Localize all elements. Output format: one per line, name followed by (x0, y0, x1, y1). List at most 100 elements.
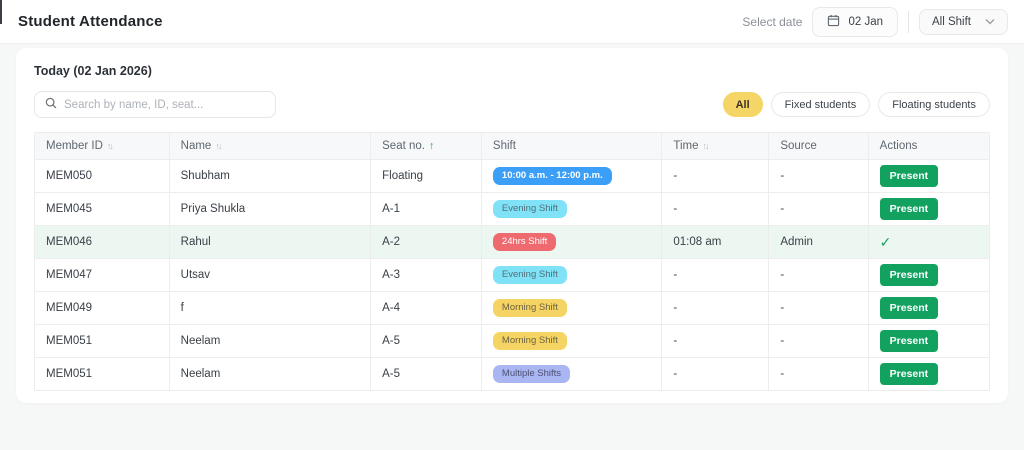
source-cell: - (768, 324, 869, 358)
actions-cell: ✓ (867, 225, 991, 259)
name-cell: Rahul (168, 225, 372, 259)
table-row: MEM050 Shubham Floating 10:00 a.m. - 12:… (34, 159, 991, 193)
shift-cell: Multiple Shifts (480, 357, 663, 391)
name-cell: f (168, 291, 372, 325)
column-label: Time (673, 140, 699, 152)
source-cell: - (768, 159, 869, 193)
sidebar-edge (0, 0, 2, 24)
time-cell: - (661, 324, 770, 358)
date-picker-button[interactable]: 02 Jan (812, 6, 898, 37)
time-cell: - (661, 192, 770, 226)
page-title: Student Attendance (18, 13, 163, 30)
table-row: MEM047 Utsav A-3 Evening Shift - - Prese… (34, 258, 991, 292)
shift-cell: Morning Shift (480, 324, 663, 358)
column-label: Source (780, 140, 817, 152)
table-header-row: Member ID ↑↓ Name ↑↓ Seat no. ↑ Shift Time ↑↓ Sou… (34, 132, 991, 160)
sort-both-icon: ↑↓ (215, 141, 222, 151)
shift-badge: 10:00 a.m. - 12:00 p.m. (492, 167, 612, 185)
shift-badge: Evening Shift (492, 200, 567, 218)
card-toolbar: All Fixed students Floating students (34, 91, 990, 118)
time-cell: - (661, 159, 770, 193)
actions-cell: Present (867, 192, 991, 226)
sort-both-icon: ↑↓ (106, 141, 114, 151)
member-id-cell: MEM050 (34, 159, 170, 193)
time-cell: - (661, 291, 770, 325)
search-input[interactable] (64, 98, 265, 111)
column-header-source: Source (768, 132, 869, 160)
filter-pill-floating-students[interactable]: Floating students (878, 92, 990, 117)
shift-filter-dropdown[interactable]: All Shift (919, 8, 1008, 35)
present-button[interactable]: Present (879, 264, 939, 286)
time-cell: - (661, 357, 770, 391)
member-id-cell: MEM045 (34, 192, 170, 226)
present-button[interactable]: Present (879, 198, 939, 220)
column-header-shift: Shift (480, 132, 663, 160)
name-cell: Neelam (168, 357, 372, 391)
actions-cell: Present (867, 357, 991, 391)
filter-pill-fixed-students[interactable]: Fixed students (770, 92, 871, 117)
source-cell: - (768, 357, 869, 391)
chevron-down-icon (985, 16, 995, 28)
actions-cell: Present (867, 159, 991, 193)
column-label: Name (180, 140, 212, 152)
table-row: MEM051 Neelam A-5 Multiple Shifts - - Pr… (34, 357, 991, 391)
shift-badge: Evening Shift (492, 266, 567, 284)
student-type-filters: All Fixed students Floating students (722, 92, 990, 117)
present-button[interactable]: Present (879, 363, 939, 385)
member-id-cell: MEM049 (34, 291, 170, 325)
seat-cell: A-1 (370, 192, 482, 226)
table-body: MEM050 Shubham Floating 10:00 a.m. - 12:… (34, 159, 991, 391)
divider (908, 10, 909, 33)
column-header-member-id[interactable]: Member ID ↑↓ (34, 132, 170, 160)
search-icon (45, 96, 57, 114)
header-controls: Select date 02 Jan All Shift (742, 6, 1008, 37)
table-row: MEM051 Neelam A-5 Morning Shift - - Pres… (34, 324, 991, 358)
present-button[interactable]: Present (879, 297, 939, 319)
present-check-icon: ✓ (879, 233, 892, 250)
seat-cell: A-4 (370, 291, 482, 325)
shift-cell: Evening Shift (480, 192, 663, 226)
table-row: MEM046 Rahul A-2 24hrs Shift 01:08 am Ad… (34, 225, 991, 259)
name-cell: Utsav (168, 258, 372, 292)
seat-cell: A-3 (370, 258, 482, 292)
sort-both-icon: ↑↓ (702, 141, 710, 151)
time-cell: - (661, 258, 770, 292)
seat-cell: Floating (370, 159, 482, 193)
seat-cell: A-2 (370, 225, 482, 259)
shift-badge: Multiple Shifts (492, 365, 571, 383)
source-cell: - (768, 291, 869, 325)
column-header-actions: Actions (867, 132, 991, 160)
source-cell: - (768, 192, 869, 226)
filter-pill-all[interactable]: All (722, 92, 763, 117)
sort-asc-icon: ↑ (428, 140, 435, 152)
seat-cell: A-5 (370, 357, 482, 391)
attendance-card: Today (02 Jan 2026) All Fixed students Flo… (16, 48, 1008, 403)
seat-cell: A-5 (370, 324, 482, 358)
column-label: Member ID (46, 140, 103, 152)
name-cell: Shubham (168, 159, 372, 193)
shift-badge: Morning Shift (492, 332, 567, 350)
name-cell: Neelam (168, 324, 372, 358)
time-cell: 01:08 am (661, 225, 770, 259)
table-row: MEM049 f A-4 Morning Shift - - Present (34, 291, 991, 325)
member-id-cell: MEM051 (34, 357, 170, 391)
select-date-label: Select date (742, 14, 803, 29)
table-row: MEM045 Priya Shukla A-1 Evening Shift - … (34, 192, 991, 226)
source-cell: - (768, 258, 869, 292)
column-header-name[interactable]: Name ↑↓ (168, 132, 372, 160)
present-button[interactable]: Present (879, 330, 939, 352)
actions-cell: Present (867, 291, 991, 325)
calendar-icon (827, 14, 840, 30)
actions-cell: Present (867, 258, 991, 292)
source-cell: Admin (768, 225, 869, 259)
shift-cell: Evening Shift (480, 258, 663, 292)
column-label: Shift (492, 140, 516, 152)
shift-cell: 10:00 a.m. - 12:00 p.m. (480, 159, 663, 193)
column-header-time[interactable]: Time ↑↓ (661, 132, 770, 160)
name-cell: Priya Shukla (168, 192, 372, 226)
present-button[interactable]: Present (879, 165, 939, 187)
column-header-seat-no-[interactable]: Seat no. ↑ (370, 132, 482, 160)
shift-badge: 24hrs Shift (492, 233, 557, 251)
search-box (34, 91, 276, 118)
shift-filter-value: All Shift (932, 15, 971, 28)
